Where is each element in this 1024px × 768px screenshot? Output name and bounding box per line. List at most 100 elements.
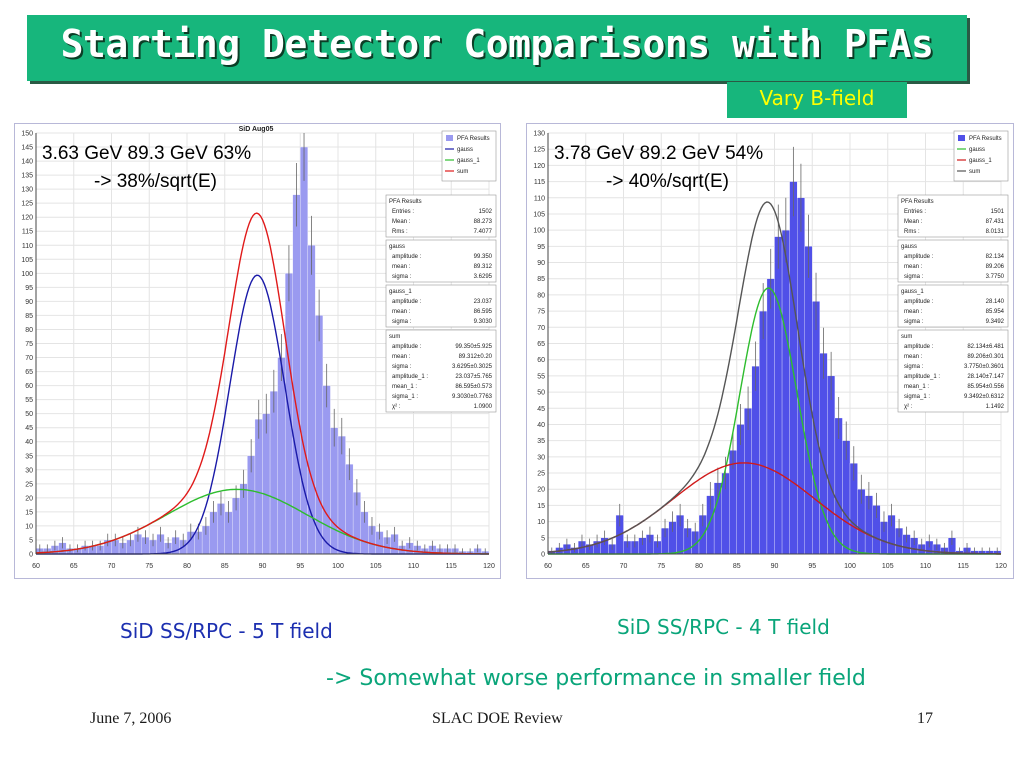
stats-value: 85.954 xyxy=(986,309,1005,315)
legend-label: PFA Results xyxy=(969,136,1002,142)
stats-key: Mean : xyxy=(904,219,923,225)
y-tick-label: 105 xyxy=(533,211,545,218)
y-tick-label: 20 xyxy=(25,495,33,502)
stats-value: 3.6295±0.3025 xyxy=(452,364,493,370)
y-tick-label: 70 xyxy=(537,325,545,332)
x-tick-label: 95 xyxy=(808,563,816,570)
stats-value: 23.037±5.765 xyxy=(455,374,492,380)
histogram-bar xyxy=(322,385,331,555)
stats-box-frame xyxy=(897,194,1009,238)
stats-value: 3.6295 xyxy=(474,274,493,280)
stats-key: mean_1 : xyxy=(392,384,417,390)
histogram-bar xyxy=(827,375,836,555)
legend-label: gauss xyxy=(457,147,473,153)
x-tick-label: 70 xyxy=(108,563,116,570)
stats-value: 7.4077 xyxy=(474,229,493,235)
y-tick-label: 75 xyxy=(537,309,545,316)
x-tick-label: 65 xyxy=(582,563,590,570)
chart-title: SiD Aug05 xyxy=(239,126,274,133)
y-tick-label: 35 xyxy=(537,438,545,445)
stats-value: 86.595±0.573 xyxy=(455,384,492,390)
stats-key: amplitude_1 : xyxy=(904,374,940,380)
x-tick-label: 65 xyxy=(70,563,78,570)
stats-key: amplitude : xyxy=(392,344,422,350)
y-tick-label: 55 xyxy=(537,373,545,380)
y-tick-label: 120 xyxy=(533,163,545,170)
histogram-bar xyxy=(804,246,813,555)
y-tick-label: 70 xyxy=(25,355,33,362)
stats-title: sum xyxy=(389,334,400,340)
y-tick-label: 15 xyxy=(25,509,33,516)
y-tick-label: 25 xyxy=(537,471,545,478)
y-tick-label: 125 xyxy=(21,201,33,208)
y-tick-label: 10 xyxy=(25,523,33,530)
x-tick-label: 90 xyxy=(259,563,267,570)
stats-key: χ² : xyxy=(392,404,401,410)
stats-key: sigma : xyxy=(904,364,924,370)
stats-title: PFA Results xyxy=(901,199,934,205)
stats-key: mean : xyxy=(392,309,411,315)
title-banner: Starting Detector Comparisons with PFAs xyxy=(27,15,967,81)
stats-value: 28.140±7.147 xyxy=(967,374,1004,380)
x-tick-label: 105 xyxy=(370,563,382,570)
stats-key: Entries : xyxy=(904,209,926,215)
y-tick-label: 40 xyxy=(25,439,33,446)
histogram-bar xyxy=(269,391,278,555)
histogram-bar xyxy=(262,413,271,555)
y-tick-label: 130 xyxy=(533,131,545,138)
stats-value: 89.312±0.20 xyxy=(459,354,493,360)
histogram-bar xyxy=(812,301,820,555)
y-tick-label: 100 xyxy=(533,228,545,235)
stats-key: mean_1 : xyxy=(904,384,929,390)
stats-key: amplitude : xyxy=(904,344,934,350)
stats-key: Entries : xyxy=(392,209,414,215)
histogram-bar xyxy=(759,310,768,555)
stats-box: gauss amplitude : 99.350 mean : 89.312 sigma … xyxy=(385,239,497,283)
stats-box: gauss amplitude : 82.134 mean : 89.206 sigma … xyxy=(897,239,1009,283)
y-tick-label: 150 xyxy=(21,131,33,138)
resolution-annotation: 3.63 GeV 89.3 GeV 63% -> 38%/sqrt(E) xyxy=(42,143,251,192)
stats-value: 28.140 xyxy=(986,299,1005,305)
chart-left: 60 65 70 75 80 85 90 95 100 105 110 115 120 0 5 10 15 20 2… xyxy=(14,123,501,579)
y-tick-label: 25 xyxy=(25,481,33,488)
resolution-line-1: 3.78 GeV 89.2 GeV 54% xyxy=(554,143,763,164)
stats-key: sigma : xyxy=(392,319,412,325)
y-tick-label: 135 xyxy=(21,173,33,180)
x-tick-label: 110 xyxy=(920,563,931,570)
y-tick-label: 35 xyxy=(25,453,33,460)
y-tick-label: 75 xyxy=(25,341,33,348)
x-tick-label: 100 xyxy=(332,563,344,570)
stats-key: Rms : xyxy=(392,229,408,235)
stats-box: gauss_1 amplitude : 23.037 mean : 86.595 sigm… xyxy=(385,284,497,328)
x-tick-label: 115 xyxy=(958,563,969,570)
stats-value: 87.431 xyxy=(986,219,1005,225)
stats-key: mean : xyxy=(392,264,411,270)
y-tick-label: 85 xyxy=(537,276,545,283)
stats-value: 85.954±0.556 xyxy=(967,384,1004,390)
y-tick-label: 110 xyxy=(534,195,545,202)
x-tick-label: 75 xyxy=(657,563,665,570)
x-tick-label: 70 xyxy=(620,563,628,570)
histogram-bar xyxy=(292,194,301,555)
x-tick-label: 100 xyxy=(844,563,856,570)
stats-key: sigma : xyxy=(904,319,924,325)
stats-box: PFA Results Entries : 1502 Mean : 88.273 Rms … xyxy=(385,194,497,238)
y-tick-label: 45 xyxy=(537,406,545,413)
histogram-bar xyxy=(796,197,805,555)
stats-value: 9.3492±0.6312 xyxy=(964,394,1005,400)
legend-label: sum xyxy=(457,169,468,175)
y-tick-label: 0 xyxy=(29,552,33,559)
stats-value: 9.3030±0.7763 xyxy=(452,394,493,400)
stats-value: 82.134 xyxy=(986,254,1005,260)
stats-value: 89.206 xyxy=(986,264,1005,270)
histogram-bar xyxy=(774,236,783,555)
stats-box: PFA Results Entries : 1501 Mean : 87.431 Rms … xyxy=(897,194,1009,238)
resolution-line-2: -> 40%/sqrt(E) xyxy=(606,171,729,192)
stats-box: gauss_1 amplitude : 28.140 mean : 85.954 sigm… xyxy=(897,284,1009,328)
stats-title: PFA Results xyxy=(389,199,422,205)
stats-key: sigma : xyxy=(392,274,412,280)
y-tick-label: 120 xyxy=(21,215,33,222)
x-tick-label: 115 xyxy=(446,563,457,570)
